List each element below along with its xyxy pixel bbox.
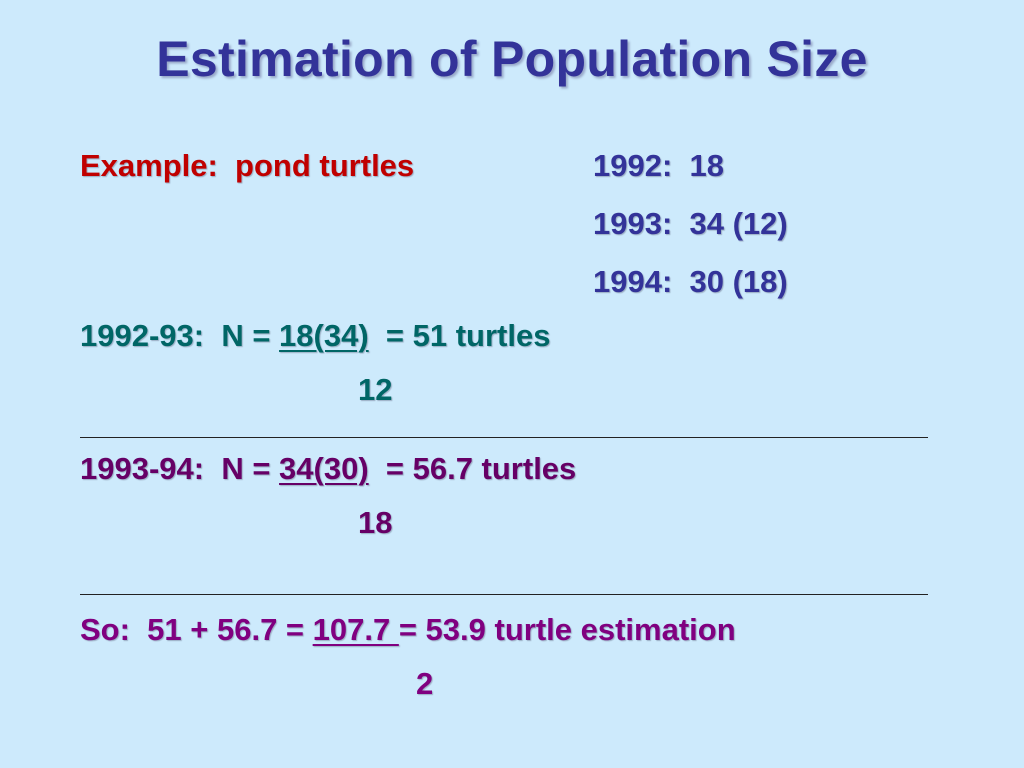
- calc-1993-94: 1993-94: N = 34(30) = 56.7 turtles: [80, 451, 576, 487]
- calc-1992-93-prefix: 1992-93: N =: [80, 318, 280, 353]
- data-row-1994: 1994: 30 (18): [593, 264, 788, 299]
- calc-1993-94-numerator: 34(30): [279, 451, 369, 486]
- summary-numerator: 107.7: [312, 612, 399, 647]
- data-row-1992: 1992: 18: [593, 148, 724, 183]
- summary-prefix: So: 51 + 56.7 =: [80, 612, 313, 647]
- calc-1993-94-result: = 56.7 turtles: [368, 451, 577, 486]
- calc-1992-93-result: = 51 turtles: [368, 318, 551, 353]
- example-label: Example: pond turtles: [80, 148, 415, 183]
- calc-1992-93: 1992-93: N = 18(34) = 51 turtles: [80, 318, 550, 354]
- summary-calc: So: 51 + 56.7 = 107.7 = 53.9 turtle esti…: [80, 612, 736, 648]
- slide-title: Estimation of Population Size: [156, 31, 868, 87]
- data-row-1993: 1993: 34 (12): [593, 206, 788, 241]
- calc-1993-94-prefix: 1993-94: N =: [80, 451, 280, 486]
- divider-line: [80, 594, 928, 595]
- summary-result: = 53.9 turtle estimation: [398, 612, 736, 647]
- calc-1992-93-numerator: 18(34): [279, 318, 369, 353]
- summary-denominator: 2: [416, 666, 434, 701]
- calc-1993-94-denominator: 18: [358, 505, 393, 540]
- divider-line: [80, 437, 928, 438]
- calc-1992-93-denominator: 12: [358, 372, 393, 407]
